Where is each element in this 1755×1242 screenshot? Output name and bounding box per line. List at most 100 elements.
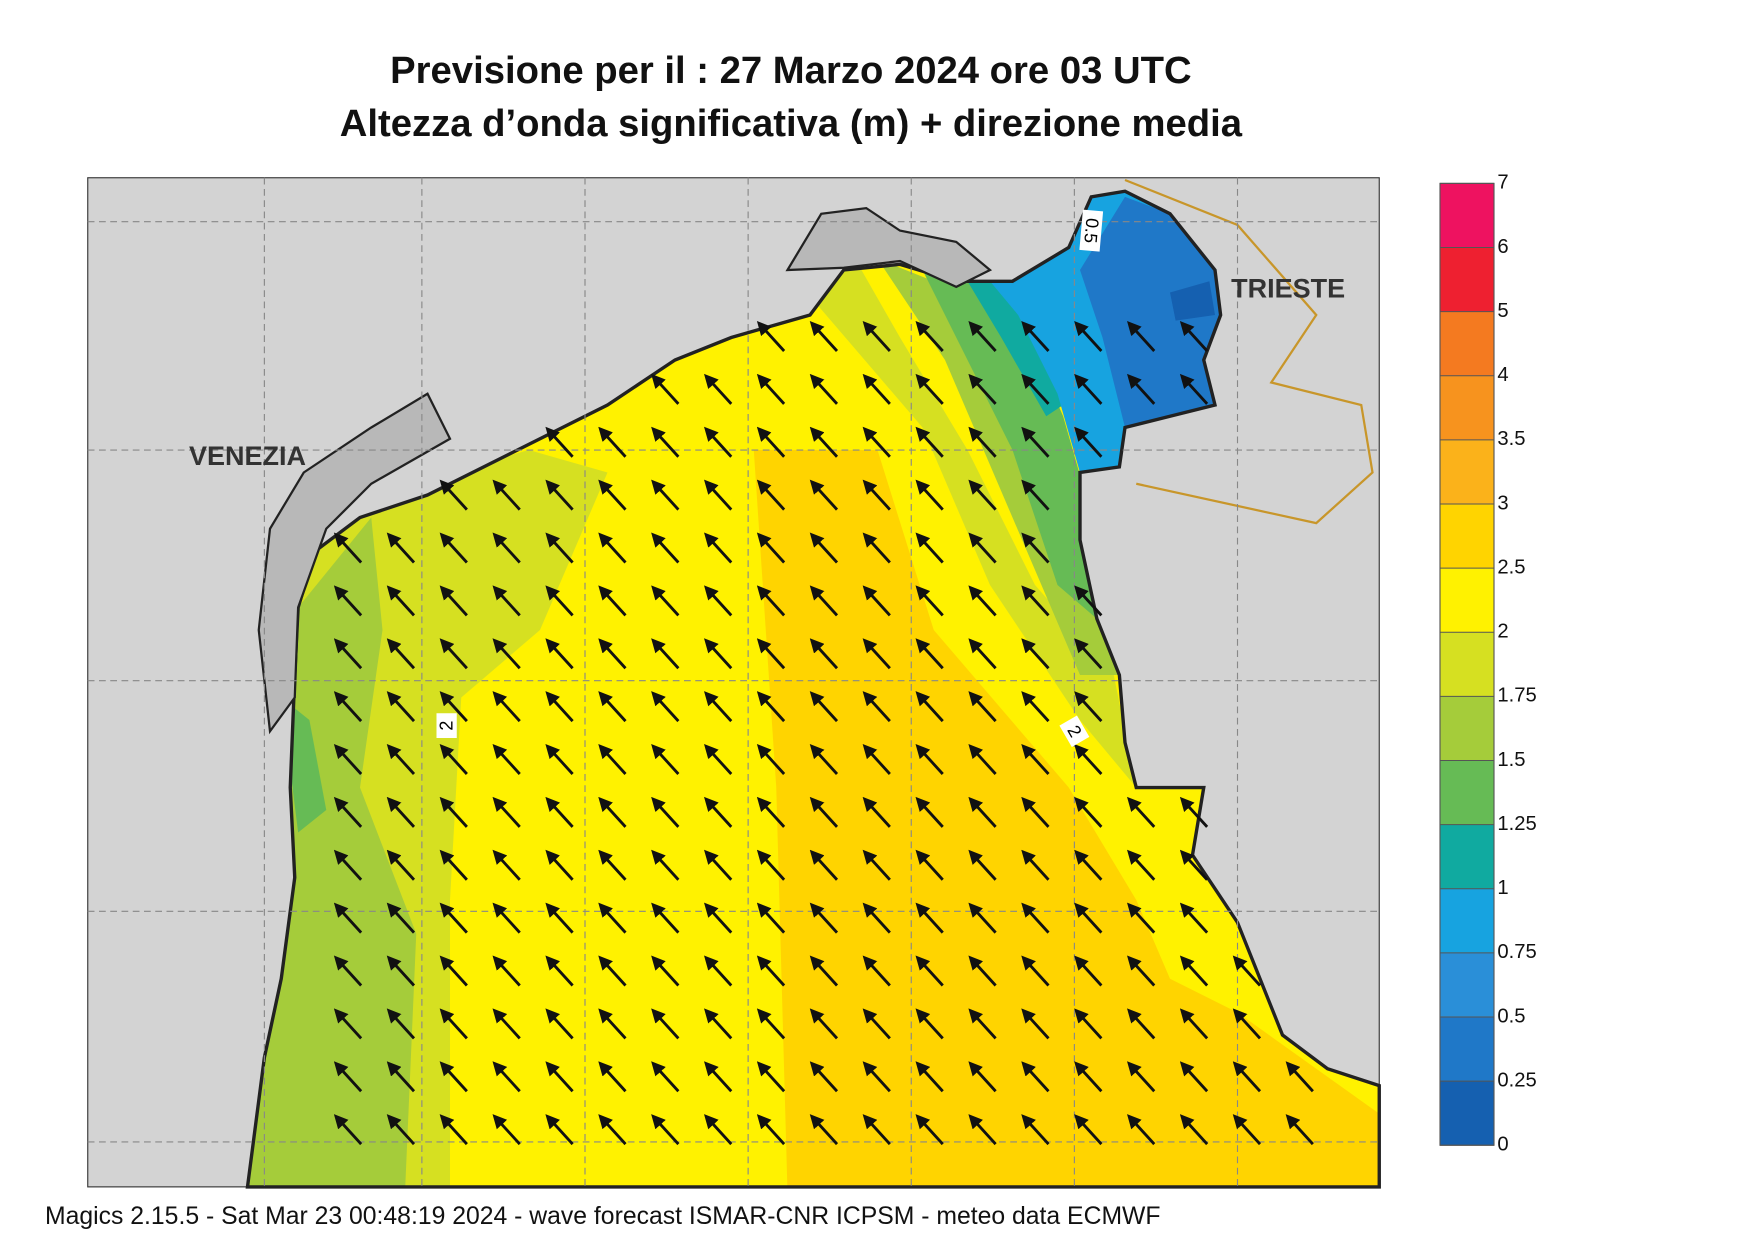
arrow (756, 744, 786, 775)
arrow (809, 373, 839, 405)
arrow (862, 532, 891, 564)
arrow (1179, 1114, 1209, 1146)
arrow (915, 585, 944, 617)
arrow (915, 1008, 944, 1040)
arrow (333, 532, 363, 564)
arrow (862, 585, 891, 617)
arrow (1232, 1008, 1262, 1040)
arrow (915, 796, 944, 828)
arrow (756, 691, 786, 723)
arrow (915, 426, 944, 458)
legend-band (1440, 183, 1494, 248)
legend-band (1440, 504, 1494, 569)
arrow (915, 321, 944, 352)
arrow (598, 638, 627, 670)
arrow (598, 426, 627, 458)
arrow (1021, 373, 1050, 405)
arrow (1232, 1061, 1262, 1093)
arrow (439, 532, 468, 564)
arrow (756, 849, 786, 881)
arrow (598, 744, 627, 775)
map (245, 178, 1381, 1189)
arrow (704, 479, 733, 511)
arrow (862, 955, 891, 987)
arrow (862, 1061, 891, 1093)
legend-band (1440, 375, 1494, 440)
arrow (756, 479, 786, 511)
arrow (915, 1061, 944, 1093)
arrow (704, 902, 733, 934)
arrow (1074, 849, 1103, 881)
legend-label: 0.25 (1497, 1069, 1536, 1091)
wave-band (1170, 281, 1215, 321)
legend-band (1440, 568, 1494, 633)
arrow (862, 638, 891, 670)
arrow (439, 585, 468, 617)
arrow (386, 532, 416, 564)
arrow (1074, 691, 1103, 723)
arrow (386, 1061, 416, 1093)
arrow (968, 426, 997, 458)
arrow (809, 955, 839, 987)
legend-band (1440, 439, 1494, 504)
arrow (545, 479, 574, 511)
arrow (1074, 796, 1103, 828)
arrow (809, 849, 839, 881)
legend-label: 2.5 (1497, 556, 1525, 578)
arrow (1021, 744, 1050, 775)
border (1124, 178, 1374, 525)
arrow (809, 902, 839, 934)
arrow (1232, 1114, 1262, 1146)
arrow (809, 691, 839, 723)
arrow (968, 479, 997, 511)
arrow (968, 902, 997, 934)
arrow (809, 638, 839, 670)
arrow (809, 1114, 839, 1146)
arrow (492, 479, 521, 511)
arrow (809, 426, 839, 458)
place-label: VENEZIA (189, 441, 306, 471)
legend-label: 1.5 (1497, 749, 1525, 771)
arrow (862, 796, 891, 828)
arrow (1021, 1114, 1050, 1146)
coastline (245, 189, 1381, 1189)
legend-label: 6 (1497, 236, 1508, 258)
legend-label: 1 (1497, 877, 1508, 899)
arrow (704, 849, 733, 881)
arrow (439, 1061, 468, 1093)
arrow (1127, 955, 1156, 987)
arrow (651, 1114, 680, 1146)
arrow (1021, 638, 1050, 670)
arrow (598, 849, 627, 881)
arrow (545, 532, 574, 564)
canvas: Previsione per il : 27 Marzo 2024 ore 03… (45, 49, 1537, 1230)
arrow (492, 1061, 521, 1093)
arrow (492, 744, 521, 775)
arrow (1021, 426, 1050, 458)
arrow (968, 1008, 997, 1040)
legend-label: 1.75 (1497, 685, 1536, 707)
arrow (333, 691, 363, 723)
arrow (598, 955, 627, 987)
arrow (651, 585, 680, 617)
arrow (1179, 955, 1209, 987)
arrow (1021, 1061, 1050, 1093)
arrow (704, 955, 733, 987)
arrow (1074, 955, 1103, 987)
legend-label: 3 (1497, 492, 1508, 514)
legend-label: 3.5 (1497, 428, 1525, 450)
wave-band (1080, 196, 1221, 428)
arrow (915, 479, 944, 511)
legend-band (1440, 247, 1494, 312)
arrow (1179, 849, 1209, 881)
arrow (333, 1008, 363, 1040)
arrow (968, 1061, 997, 1093)
arrow (1074, 426, 1103, 458)
arrow (968, 955, 997, 987)
arrow (809, 585, 839, 617)
footer: Magics 2.15.5 - Sat Mar 23 00:48:19 2024… (45, 1203, 1161, 1230)
arrow (492, 1008, 521, 1040)
legend-band (1440, 632, 1494, 697)
arrow (1021, 479, 1050, 511)
arrow (333, 796, 363, 828)
